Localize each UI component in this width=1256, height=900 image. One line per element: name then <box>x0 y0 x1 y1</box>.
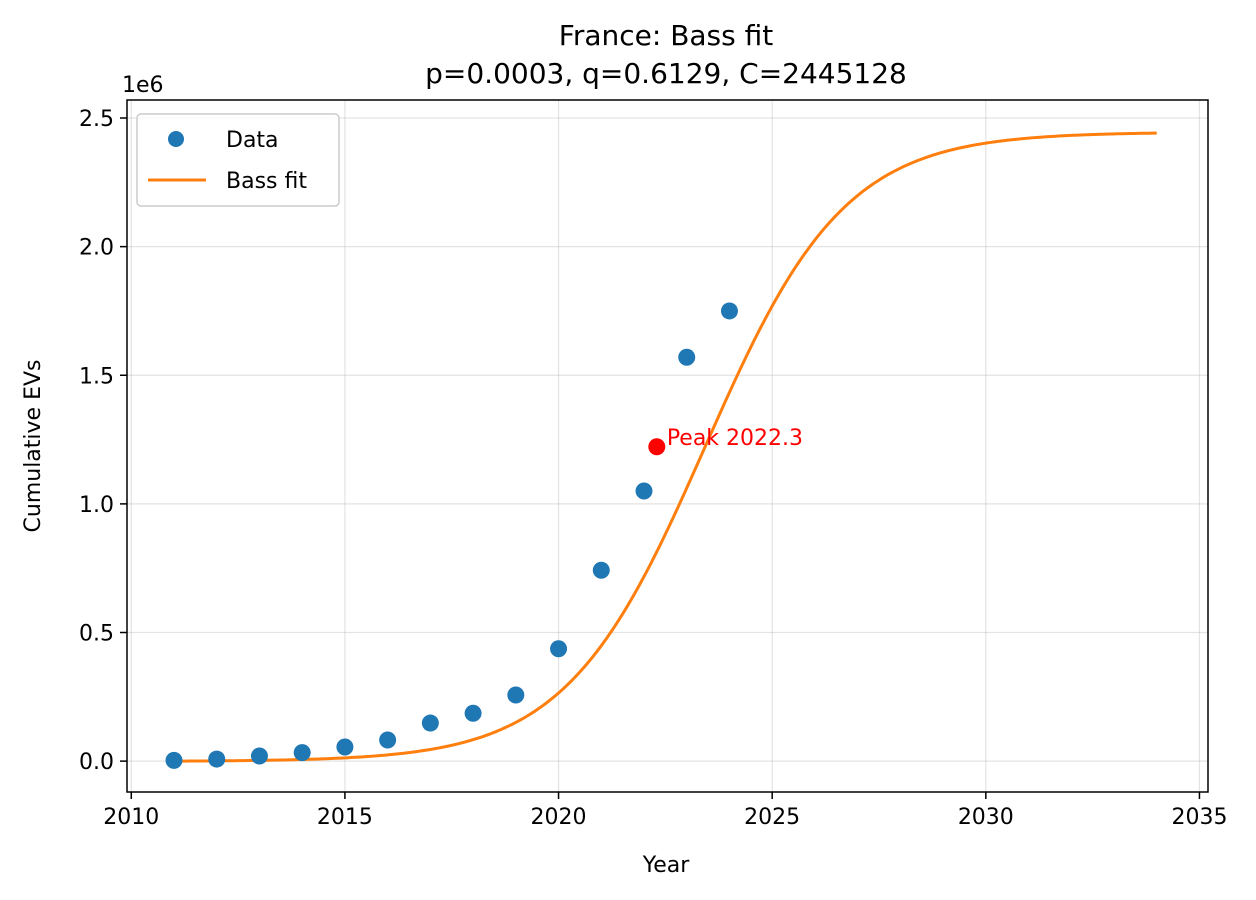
peak-label: Peak 2022.3 <box>667 426 803 451</box>
x-axis-label: Year <box>642 853 691 878</box>
data-series <box>165 302 738 769</box>
y-tick-label: 1.0 <box>79 493 114 518</box>
data-point <box>208 750 226 768</box>
data-point <box>507 686 525 704</box>
peak-marker <box>648 438 666 456</box>
chart-title: France: Bass fit <box>559 19 774 52</box>
x-tick-label: 2020 <box>531 805 587 830</box>
plot-frame <box>126 99 1209 793</box>
x-tick-label: 2015 <box>317 805 373 830</box>
legend-label-data: Data <box>226 128 279 153</box>
legend-label-fit: Bass fit <box>226 169 307 194</box>
y-tick-label: 0.0 <box>79 750 114 775</box>
peak-annotation: Peak 2022.3 <box>648 426 803 456</box>
fit-series <box>173 131 1157 763</box>
data-point <box>592 561 610 579</box>
data-point <box>635 482 653 500</box>
data-point <box>336 738 354 756</box>
data-point <box>250 747 268 765</box>
x-tick-label: 2010 <box>103 805 159 830</box>
chart-subtitle: p=0.0003, q=0.6129, C=2445128 <box>425 57 907 90</box>
data-point <box>379 731 397 749</box>
y-axis-label: Cumulative EVs <box>21 360 46 533</box>
axis-ticks: 2010 2015 2020 2025 2030 2035 0.0 0.5 1.0 1.5 2.0 2… <box>79 107 1227 830</box>
data-point <box>293 744 311 762</box>
data-point <box>678 348 696 366</box>
data-point <box>421 714 439 732</box>
x-tick-label: 2030 <box>958 805 1014 830</box>
y-tick-label: 2.5 <box>79 107 114 132</box>
y-tick-label: 2.0 <box>79 236 114 261</box>
legend-marker-data <box>168 131 184 147</box>
data-point <box>464 704 482 722</box>
y-offset-label: 1e6 <box>122 73 164 98</box>
x-tick-label: 2035 <box>1171 805 1227 830</box>
data-point <box>720 302 738 320</box>
x-tick-label: 2025 <box>744 805 800 830</box>
y-tick-label: 0.5 <box>79 622 114 647</box>
legend-box <box>136 113 340 207</box>
data-point <box>550 640 568 658</box>
bass-fit-line <box>173 131 1157 763</box>
legend: Data Bass fit <box>136 113 340 207</box>
y-tick-label: 1.5 <box>79 364 114 389</box>
data-point <box>165 751 183 769</box>
